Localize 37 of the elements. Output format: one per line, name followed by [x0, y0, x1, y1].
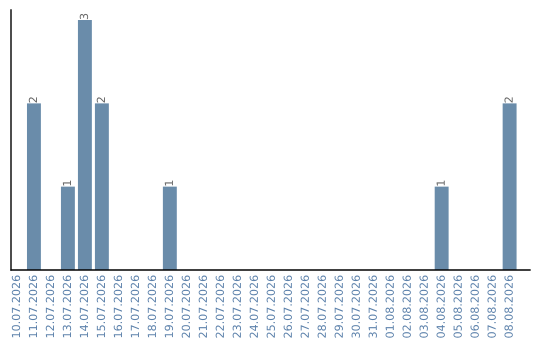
x-tick-label: 01.08.2026 [386, 276, 394, 338]
x-tick-label: 29.07.2026 [334, 276, 343, 338]
data-label: 1 [164, 180, 173, 186]
x-tick-label: 08.08.2026 [504, 276, 513, 338]
x-tick-label: 05.08.2026 [453, 276, 462, 338]
x-tick-label: 27.07.2026 [300, 276, 309, 338]
x-tick-label: 11.07.2026 [28, 276, 38, 338]
x-tick-label: 17.07.2026 [130, 276, 140, 338]
x-tick-label: 14.07.2026 [80, 276, 88, 338]
x-tick-label: 18.07.2026 [148, 276, 156, 338]
x-tick-label: 24.07.2026 [250, 276, 258, 338]
x-tick-label: 10.07.2026 [12, 276, 20, 338]
x-tick-label: 28.07.2026 [318, 276, 326, 338]
data-label: 2 [28, 97, 37, 103]
data-label: 1 [436, 180, 445, 186]
x-tick-label: 31.07.2026 [368, 276, 377, 338]
data-label: 3 [80, 14, 88, 20]
data-label: 2 [96, 97, 105, 103]
x-tick-label: 20.07.2026 [182, 276, 190, 338]
x-tick-label: 19.07.2026 [164, 276, 174, 338]
x-tick-label: 02.08.2026 [402, 276, 411, 338]
x-tick-label: 03.08.2026 [419, 276, 428, 338]
x-tick-label: 15.07.2026 [96, 276, 106, 338]
x-tick-label: 21.07.2026 [198, 276, 208, 338]
x-tick-label: 23.07.2026 [232, 276, 242, 338]
data-label: 2 [504, 97, 513, 103]
x-tick-label: 25.07.2026 [266, 276, 275, 338]
x-tick-label: 30.07.2026 [352, 276, 360, 338]
x-tick-label: 12.07.2026 [46, 276, 54, 338]
x-tick-label: 07.08.2026 [487, 276, 496, 338]
x-tick-label: 22.07.2026 [216, 276, 224, 338]
x-tick-label: 06.08.2026 [470, 276, 479, 338]
x-tick-label: 16.07.2026 [114, 276, 122, 338]
x-tick-label: 04.08.2026 [436, 276, 445, 338]
x-tick-label: 13.07.2026 [62, 276, 72, 338]
data-label: 1 [62, 180, 71, 186]
x-tick-label: 26.07.2026 [284, 276, 292, 338]
